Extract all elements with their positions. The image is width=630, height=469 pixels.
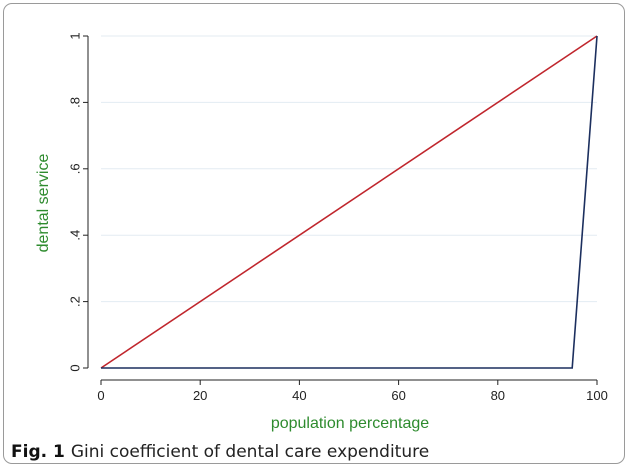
y-tick-label: 1 <box>68 32 83 39</box>
y-tick-label: 0 <box>68 364 83 371</box>
figure-frame <box>3 3 625 464</box>
x-tick-label: 80 <box>491 388 505 403</box>
axes <box>87 36 597 381</box>
x-tick-label: 100 <box>586 388 608 403</box>
x-axis-title: population percentage <box>271 415 429 432</box>
y-tick-label: .6 <box>68 163 83 174</box>
y-tick-label: .4 <box>68 230 83 241</box>
y-tick-label: .2 <box>68 296 83 307</box>
figure-caption: Fig. 1 Gini coefficient of dental care ex… <box>11 442 429 462</box>
x-tick-label: 60 <box>391 388 405 403</box>
series-line-1 <box>100 35 598 369</box>
figure-caption-label: Fig. 1 <box>11 442 65 462</box>
x-ticks: 0 20 40 60 80 100 <box>97 380 608 403</box>
x-tick-label: 0 <box>97 388 104 403</box>
series-lines <box>100 35 598 369</box>
y-ticks: 0 .2 .4 .6 .8 1 <box>68 32 88 372</box>
series-line-2 <box>101 35 598 369</box>
y-tick-label: .8 <box>68 97 83 108</box>
figure-caption-text: Gini coefficient of dental care expendit… <box>70 442 430 462</box>
x-tick-label: 40 <box>292 388 306 403</box>
x-tick-label: 20 <box>193 388 207 403</box>
y-axis-title: dental service <box>35 154 52 253</box>
grid-lines <box>101 35 597 303</box>
